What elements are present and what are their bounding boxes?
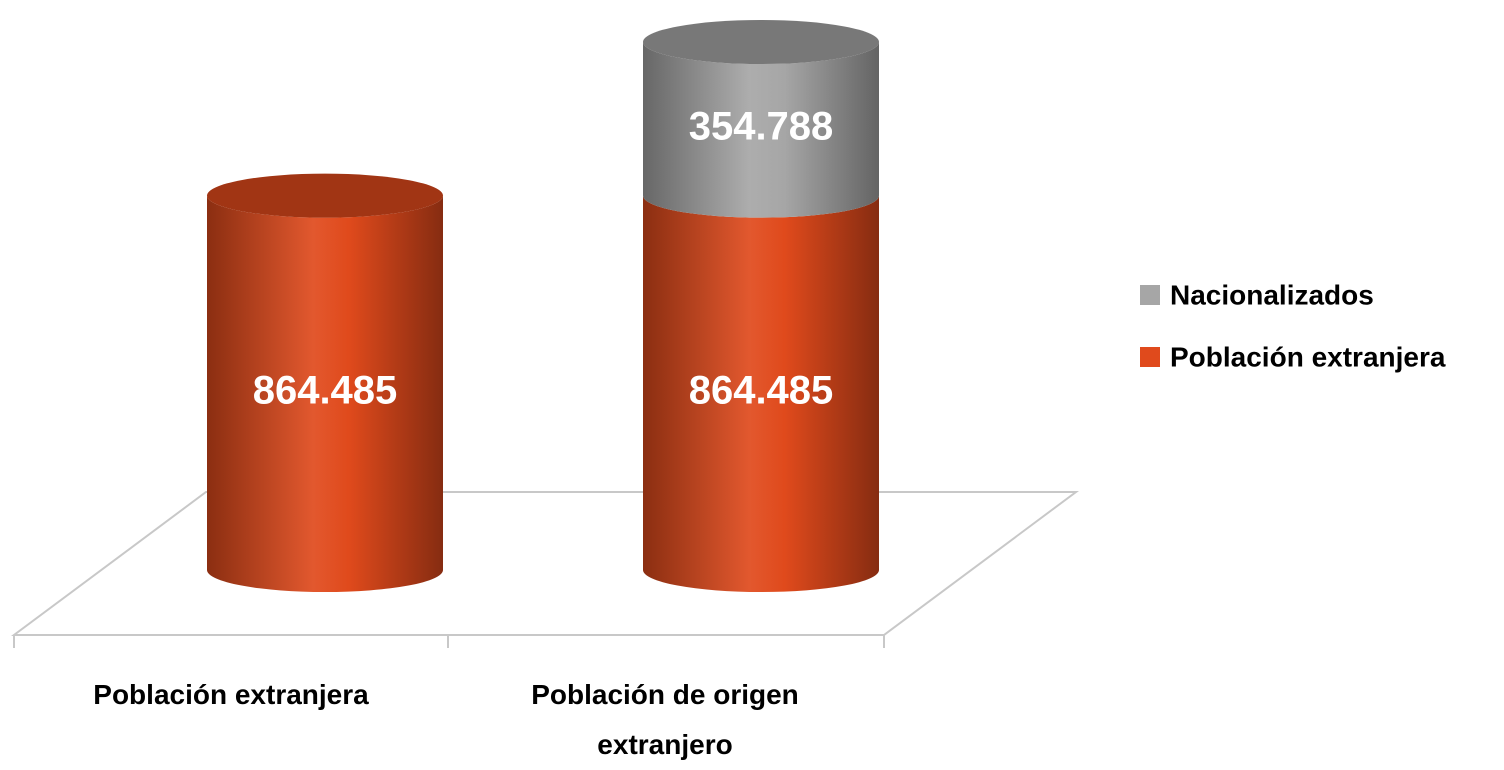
cylinder-top — [643, 20, 879, 64]
data-label: 354.788 — [689, 104, 834, 148]
cylinder-segment — [207, 195, 443, 592]
cylinder-segment — [643, 195, 879, 592]
legend-label: Nacionalizados — [1170, 279, 1374, 310]
cylinder-segment — [643, 42, 879, 218]
data-label: 864.485 — [253, 368, 398, 412]
cylinder-top — [207, 173, 443, 218]
x-tick-label: Población de origen extranjero — [531, 679, 799, 760]
legend-swatch — [1140, 347, 1160, 367]
data-label: 864.485 — [689, 368, 834, 412]
floor — [10, 491, 1080, 636]
legend-label: Población extranjera — [1170, 341, 1446, 372]
x-tick-label: Población extranjera — [93, 679, 369, 710]
legend-swatch — [1140, 285, 1160, 305]
